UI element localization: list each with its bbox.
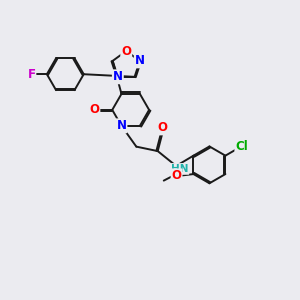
Text: O: O <box>158 122 168 134</box>
Text: O: O <box>172 169 182 182</box>
Text: N: N <box>135 54 145 68</box>
Text: N: N <box>116 119 127 132</box>
Text: Cl: Cl <box>236 140 248 153</box>
Text: HN: HN <box>171 164 188 174</box>
Text: O: O <box>89 103 99 116</box>
Text: O: O <box>121 44 131 58</box>
Text: F: F <box>27 68 35 81</box>
Text: N: N <box>113 70 123 83</box>
